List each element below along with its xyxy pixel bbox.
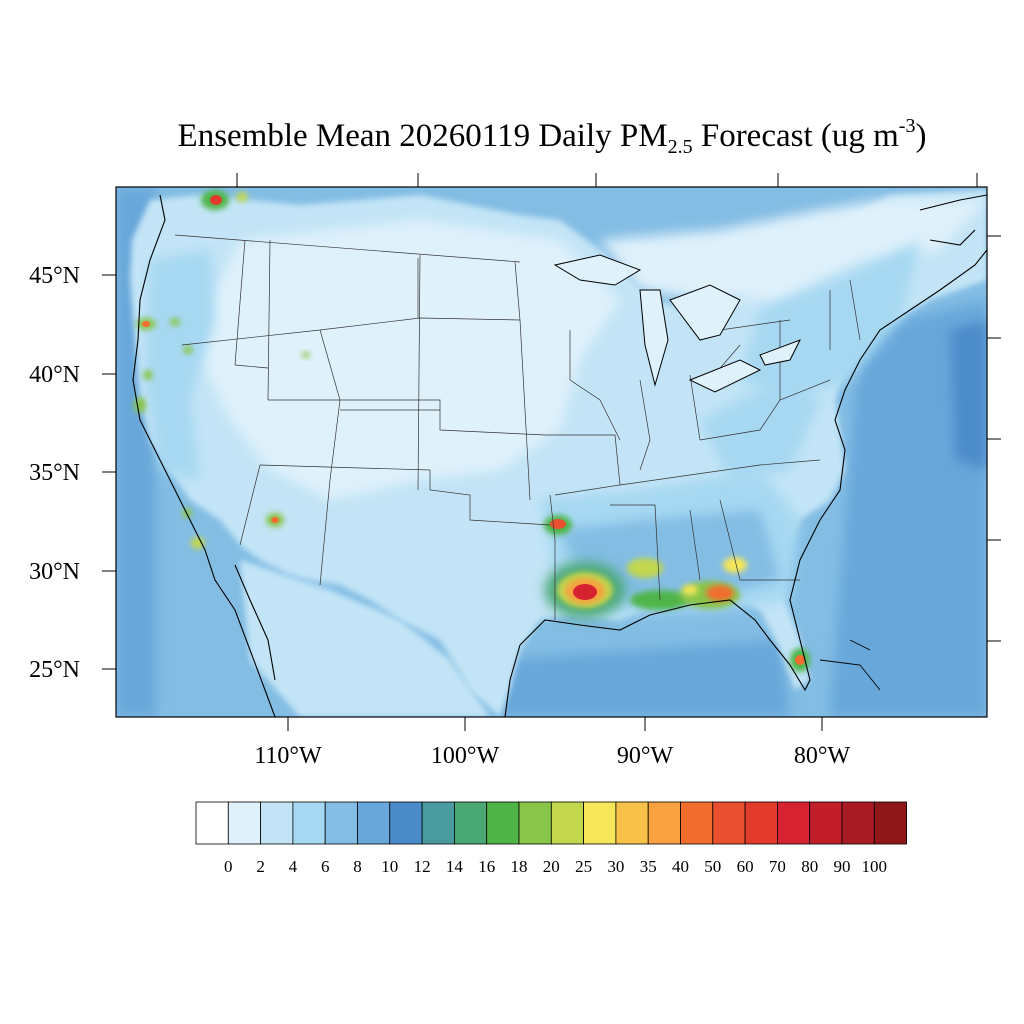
- colorbar-label: 40: [672, 857, 689, 876]
- colorbar-swatch: [873, 801, 907, 845]
- colorbar: 0 2 4 6 8 10 12 14 16 18 20 25 30 35 40 50 60 70 80 90 100: [195, 801, 907, 876]
- colorbar-label: 50: [704, 857, 721, 876]
- colorbar-swatch: [680, 801, 714, 845]
- colorbar-label: 70: [769, 857, 786, 876]
- state-boundaries: [174, 234, 861, 620]
- colorbar-swatch: [583, 801, 617, 845]
- map-panel: 45°N 40°N 35°N 30°N 25°N 110°W 100°W 90°…: [29, 173, 1001, 769]
- lon-label: 90°W: [617, 743, 674, 769]
- colorbar-swatch: [809, 801, 843, 845]
- colorbar-swatch: [260, 801, 294, 845]
- colorbar-swatch: [486, 801, 520, 845]
- bottom-ticks: [287, 717, 823, 731]
- colorbar-swatch: [647, 801, 681, 845]
- top-ticks: [236, 173, 978, 187]
- lat-label: 40°N: [29, 362, 80, 388]
- lat-label: 30°N: [29, 559, 80, 585]
- latitude-labels: 45°N 40°N 35°N 30°N 25°N: [29, 263, 80, 683]
- colorbar-label: 6: [321, 857, 330, 876]
- colorbar-label: 2: [256, 857, 265, 876]
- concentration-field: [116, 187, 987, 717]
- colorbar-swatch: [550, 801, 584, 845]
- right-ticks: [987, 235, 1001, 642]
- coastline: [132, 194, 987, 717]
- lon-label: 80°W: [794, 743, 851, 769]
- great-lakes: [553, 254, 802, 393]
- lat-label: 35°N: [29, 460, 80, 486]
- colorbar-label: 25: [575, 857, 592, 876]
- caribbean-islands: [819, 639, 881, 691]
- lat-label: 45°N: [29, 263, 80, 289]
- colorbar-swatch: [777, 801, 811, 845]
- colorbar-swatch: [615, 801, 649, 845]
- colorbar-label: 4: [289, 857, 298, 876]
- colorbar-label: 14: [446, 857, 464, 876]
- colorbar-swatch: [453, 801, 488, 845]
- colorbar-label: 20: [543, 857, 560, 876]
- lat-label: 25°N: [29, 657, 80, 683]
- colorbar-label: 80: [801, 857, 818, 876]
- hotspots: [134, 190, 810, 672]
- colorbar-swatch: [324, 801, 358, 845]
- colorbar-swatch: [518, 801, 552, 845]
- colorbar-label: 35: [640, 857, 657, 876]
- colorbar-swatch: [357, 801, 391, 845]
- colorbar-label: 90: [834, 857, 851, 876]
- map-title: Ensemble Mean 20260119 Daily PM2.5 Forec…: [178, 115, 927, 158]
- lon-label: 100°W: [431, 743, 500, 769]
- colorbar-label: 60: [737, 857, 754, 876]
- colorbar-swatch: [292, 801, 326, 845]
- colorbar-label: 18: [511, 857, 528, 876]
- colorbar-label: 10: [381, 857, 398, 876]
- colorbar-label: 8: [353, 857, 362, 876]
- colorbar-label: 16: [478, 857, 495, 876]
- colorbar-label: 0: [224, 857, 233, 876]
- colorbar-swatch: [227, 801, 262, 845]
- colorbar-swatch: [744, 801, 778, 845]
- map-frame: [115, 186, 988, 718]
- colorbar-label: 30: [607, 857, 624, 876]
- left-ticks: [102, 274, 116, 670]
- colorbar-swatch: [841, 801, 875, 845]
- lon-label: 110°W: [254, 743, 322, 769]
- colorbar-swatch: [389, 801, 423, 845]
- colorbar-swatch: [712, 801, 746, 845]
- colorbar-label: 12: [414, 857, 431, 876]
- colorbar-swatch: [421, 801, 455, 845]
- colorbar-label: 100: [862, 857, 888, 876]
- colorbar-swatch: [195, 801, 229, 845]
- longitude-labels: 110°W 100°W 90°W 80°W: [254, 743, 850, 769]
